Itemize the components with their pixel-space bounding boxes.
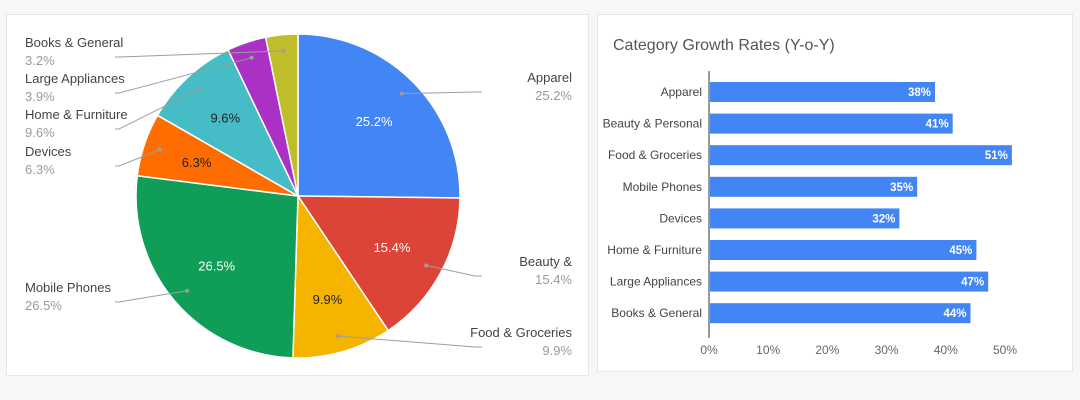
pie-slice-2: [292, 193, 390, 359]
bar-value-label-1: 41%: [926, 119, 949, 131]
bar-value-label-3: 35%: [890, 182, 913, 194]
pie-leader-lines: [115, 48, 482, 348]
pie-leader-dot-7: [281, 48, 286, 53]
bar-value-label-4: 32%: [872, 213, 895, 225]
pie-leader-line-2: [338, 335, 482, 348]
x-tick-label-0: 0%: [700, 343, 718, 357]
bar-5: [710, 240, 977, 260]
pie-leader-line-6: [115, 57, 252, 94]
bar-6: [710, 271, 989, 292]
pie-slice-1: [296, 195, 461, 332]
pie-leader-line-7: [115, 50, 284, 58]
bar-4: [710, 208, 900, 229]
pie-legend-percent-5: 9.6%: [25, 125, 55, 140]
bar-chart-panel: Category Growth Rates (Y-o-Y) 0% 10% 20% 30…: [597, 14, 1073, 372]
pie-slice-percent-3: 26.5%: [198, 258, 235, 273]
pie-leader-dot-6: [249, 55, 254, 60]
pie-legend-percent-3: 26.5%: [25, 298, 62, 313]
bar-2: [710, 145, 1012, 166]
bar-value-label-6: 47%: [961, 277, 984, 289]
category-labels: Apparel Beauty & Personal Food & Groceries…: [603, 85, 703, 320]
pie-legend-label-3: Mobile Phones: [25, 280, 111, 295]
pie-legend-label-2: Food & Groceries: [470, 325, 572, 340]
category-label-5: Home & Furniture: [607, 243, 702, 257]
pie-legend-percent-0: 25.2%: [535, 88, 572, 103]
pie-labels: 25.2% Apparel 25.2% 15.4% Beauty & 15.4% 9.9% F…: [25, 35, 572, 358]
pie-legend-label-0: Apparel: [527, 70, 572, 85]
category-label-1: Beauty & Personal: [603, 117, 702, 131]
category-label-3: Mobile Phones: [623, 180, 702, 194]
pie-slice-3: [135, 174, 299, 359]
pie-legend-label-4: Devices: [25, 144, 72, 159]
x-tick-label-5: 50%: [993, 343, 1017, 357]
x-tick-label-2: 20%: [815, 343, 839, 357]
pie-legend-percent-4: 6.3%: [25, 162, 55, 177]
x-tick-label-4: 40%: [934, 343, 958, 357]
pie-slice-percent-1: 15.4%: [374, 240, 411, 255]
pie-slice-7: [264, 33, 299, 197]
bar-value-label-5: 45%: [949, 245, 972, 257]
x-tick-label-1: 10%: [756, 343, 780, 357]
pie-slice-percent-2: 9.9%: [313, 292, 343, 307]
pie-slice-percent-0: 25.2%: [356, 114, 393, 129]
category-label-7: Books & General: [611, 306, 702, 320]
pie-leader-dot-4: [157, 147, 162, 152]
pie-slice-5: [156, 48, 300, 198]
bar-value-label-7: 44%: [943, 308, 966, 320]
pie-chart: 25.2% Apparel 25.2% 15.4% Beauty & 15.4% 9.9% F…: [25, 33, 572, 359]
pie-legend-percent-7: 3.2%: [25, 53, 55, 68]
pie-leader-dot-0: [399, 91, 404, 96]
bars: [710, 82, 1012, 324]
bar-value-label-0: 38%: [908, 87, 931, 99]
pie-legend-percent-6: 3.9%: [25, 89, 55, 104]
pie-legend-label-5: Home & Furniture: [25, 107, 128, 122]
bar-0: [710, 82, 935, 102]
bar-1: [710, 113, 953, 134]
x-axis-ticks: 0% 10% 20% 30% 40% 50%: [700, 343, 1017, 357]
pie-chart-panel: 25.2% Apparel 25.2% 15.4% Beauty & 15.4% 9.9% F…: [6, 14, 589, 376]
category-label-2: Food & Groceries: [608, 148, 702, 162]
pie-legend-label-1: Beauty &: [519, 254, 572, 269]
pie-leader-dot-1: [424, 263, 429, 268]
pie-leader-line-0: [401, 91, 482, 95]
pie-legend-label-6: Large Appliances: [25, 71, 125, 86]
pie-leader-line-5: [115, 88, 200, 130]
bar-chart-title: Category Growth Rates (Y-o-Y): [613, 37, 835, 54]
bar-value-labels: 38% 41% 51% 35% 32% 45% 47% 44%: [872, 87, 1008, 320]
pie-leader-line-3: [115, 290, 188, 303]
pie-leader-dot-3: [185, 288, 190, 293]
pie-slices: [135, 33, 461, 359]
pie-leader-dot-2: [336, 334, 341, 339]
pie-slice-percent-4: 6.3%: [182, 155, 212, 170]
bar-value-label-2: 51%: [985, 150, 1008, 162]
pie-legend-percent-2: 9.9%: [542, 343, 572, 358]
category-label-4: Devices: [659, 211, 702, 225]
bar-chart: Category Growth Rates (Y-o-Y) 0% 10% 20% 30…: [603, 37, 1018, 357]
category-label-6: Large Appliances: [610, 275, 702, 289]
pie-leader-line-1: [426, 264, 482, 277]
x-tick-label-3: 30%: [875, 343, 899, 357]
category-label-0: Apparel: [661, 85, 702, 99]
pie-leader-dot-5: [196, 87, 201, 92]
pie-legend-label-7: Books & General: [25, 35, 123, 50]
bar-3: [710, 176, 918, 197]
pie-slice-0: [297, 33, 461, 199]
pie-leader-line-4: [115, 149, 160, 167]
pie-slice-percent-5: 9.6%: [210, 111, 240, 126]
bar-7: [710, 303, 971, 324]
pie-legend-percent-1: 15.4%: [535, 272, 572, 287]
